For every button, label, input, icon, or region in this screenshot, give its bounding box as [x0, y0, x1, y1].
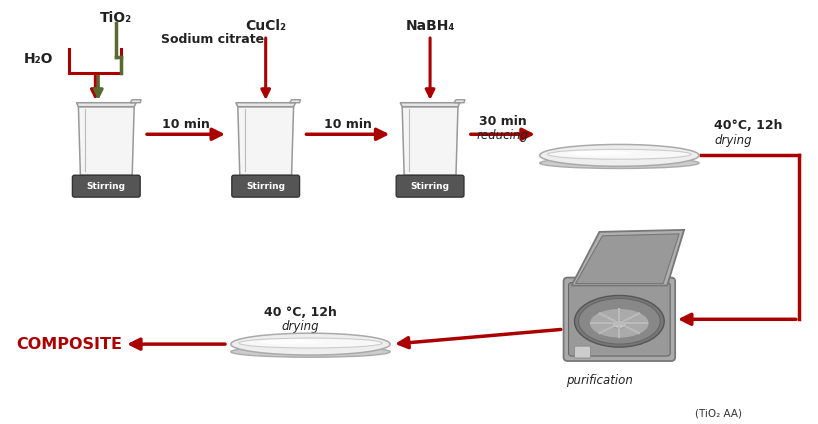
Ellipse shape	[239, 338, 382, 348]
Ellipse shape	[540, 158, 699, 168]
Text: reducing: reducing	[477, 129, 528, 142]
Ellipse shape	[547, 149, 691, 159]
FancyBboxPatch shape	[231, 175, 299, 197]
Text: drying: drying	[281, 320, 319, 333]
Ellipse shape	[540, 145, 699, 166]
Ellipse shape	[590, 308, 649, 338]
Polygon shape	[454, 100, 465, 103]
Text: 30 min: 30 min	[479, 115, 527, 128]
FancyBboxPatch shape	[569, 282, 670, 356]
Ellipse shape	[231, 333, 390, 355]
Polygon shape	[236, 103, 295, 107]
Ellipse shape	[568, 151, 631, 156]
Ellipse shape	[258, 340, 322, 344]
Text: TiO₂: TiO₂	[100, 11, 133, 25]
Text: H₂O: H₂O	[24, 52, 53, 66]
Ellipse shape	[578, 298, 660, 344]
Polygon shape	[290, 100, 300, 103]
Text: COMPOSITE: COMPOSITE	[16, 337, 123, 351]
Polygon shape	[400, 103, 460, 107]
Ellipse shape	[613, 320, 627, 328]
FancyBboxPatch shape	[574, 346, 591, 358]
Polygon shape	[238, 107, 294, 175]
FancyBboxPatch shape	[564, 278, 675, 361]
Text: Sodium citrate: Sodium citrate	[161, 33, 264, 46]
Text: CuCl₂: CuCl₂	[245, 19, 286, 33]
FancyBboxPatch shape	[73, 175, 140, 197]
Ellipse shape	[231, 346, 390, 357]
Polygon shape	[402, 107, 458, 175]
Polygon shape	[576, 234, 679, 284]
Ellipse shape	[574, 296, 664, 347]
Text: purification: purification	[566, 374, 633, 387]
Text: drying: drying	[714, 134, 752, 147]
Text: Stirring: Stirring	[87, 181, 126, 191]
Polygon shape	[76, 103, 136, 107]
Text: 40°C, 12h: 40°C, 12h	[714, 119, 783, 132]
FancyBboxPatch shape	[396, 175, 464, 197]
Text: Stirring: Stirring	[246, 181, 285, 191]
Text: 10 min: 10 min	[162, 118, 210, 131]
Text: Stirring: Stirring	[411, 181, 450, 191]
Polygon shape	[572, 230, 684, 285]
Polygon shape	[79, 107, 134, 175]
Text: NaBH₄: NaBH₄	[406, 19, 455, 33]
Text: 10 min: 10 min	[324, 118, 372, 131]
Polygon shape	[130, 100, 142, 103]
Text: 40 °C, 12h: 40 °C, 12h	[264, 306, 337, 319]
Text: (TiO₂ AA): (TiO₂ AA)	[695, 409, 743, 418]
